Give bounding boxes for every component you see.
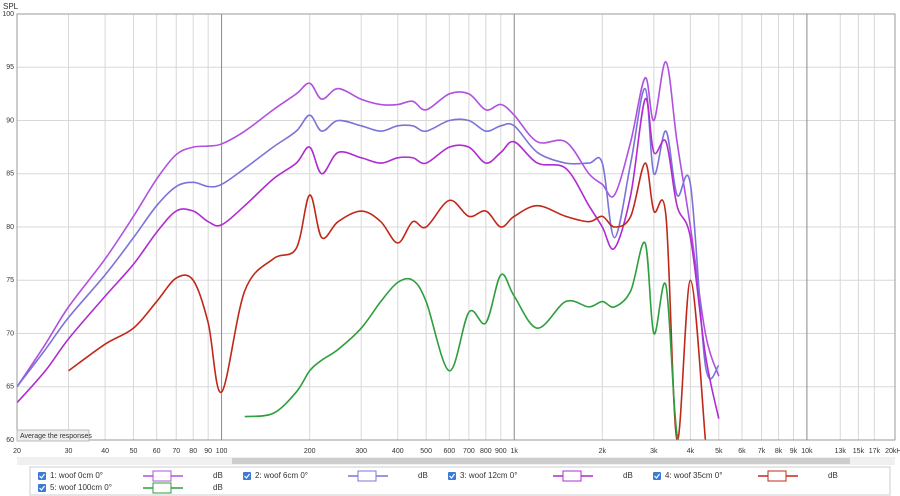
legend-check[interactable] xyxy=(449,473,455,479)
legend-unit: dB xyxy=(213,471,223,480)
legend-check[interactable] xyxy=(244,473,250,479)
x-tick-label: 3k xyxy=(650,448,658,455)
legend-unit: dB xyxy=(828,471,838,480)
trace xyxy=(17,98,720,419)
legend-label: 5: woof 100cm 0° xyxy=(50,483,112,492)
average-button[interactable]: Average the responses xyxy=(16,429,92,442)
legend-icon xyxy=(152,470,172,482)
y-tick-label: 85 xyxy=(6,171,14,178)
x-tick-label: 20 xyxy=(13,448,21,455)
x-tick-label: 700 xyxy=(463,448,475,455)
x-tick-label: 60 xyxy=(153,448,161,455)
x-tick-label: 13k xyxy=(835,448,847,455)
x-tick-label: 800 xyxy=(480,448,492,455)
x-tick-label: 80 xyxy=(189,448,197,455)
y-tick-label: 80 xyxy=(6,224,14,231)
x-tick-label: 17k xyxy=(869,448,881,455)
x-tick-label: 900 xyxy=(495,448,507,455)
button-label[interactable]: Average the responses xyxy=(20,433,92,440)
x-tick-label: 2k xyxy=(599,448,607,455)
traces xyxy=(17,61,720,440)
trace xyxy=(244,241,692,440)
legend-unit: dB xyxy=(623,471,633,480)
legend-check[interactable] xyxy=(39,473,45,479)
y-tick-label: 90 xyxy=(6,117,14,124)
x-tick-label: 40 xyxy=(101,448,109,455)
legend-check[interactable] xyxy=(39,485,45,491)
legend-check[interactable] xyxy=(654,473,660,479)
x-tick-label: 8k xyxy=(775,448,783,455)
legend: 1: woof 0cm 0° dB 2: woof 6cm 0° dB 3: woof … xyxy=(38,470,838,494)
legend-entry[interactable]: 1: woof 0cm 0° dB xyxy=(38,470,223,482)
legend-icon xyxy=(562,470,582,482)
labels: 60 65 70 75 80 85 90 95 100 20 30 40 50 60 70 80 90 100 20… xyxy=(2,11,900,455)
x-tick-label: 30 xyxy=(65,448,73,455)
trace xyxy=(68,162,707,440)
y-axis-label: SPL xyxy=(3,2,19,11)
x-tick-label: 20kHz xyxy=(885,448,900,455)
legend-entry[interactable]: 5: woof 100cm 0° dB xyxy=(38,482,223,494)
y-tick-label: 70 xyxy=(6,330,14,337)
legend-entry[interactable]: 3: woof 12cm 0° dB xyxy=(448,470,633,482)
scroll-thumb[interactable] xyxy=(232,458,850,464)
x-tick-label: 50 xyxy=(130,448,138,455)
x-tick-label: 5k xyxy=(715,448,723,455)
legend-checkbox[interactable] xyxy=(243,472,251,480)
grid xyxy=(16,13,896,441)
x-tick-label: 70 xyxy=(172,448,180,455)
x-tick-label: 10k xyxy=(801,448,813,455)
x-tick-label: 9k xyxy=(790,448,798,455)
button-face[interactable] xyxy=(16,429,90,442)
x-tick-label: 200 xyxy=(304,448,316,455)
x-tick-label: 100 xyxy=(216,448,228,455)
legend-icon xyxy=(767,470,787,482)
y-tick-label: 60 xyxy=(6,437,14,444)
x-tick-label: 600 xyxy=(443,448,455,455)
x-tick-label: 90 xyxy=(204,448,212,455)
x-tick-label: 7k xyxy=(758,448,766,455)
y-tick-label: 100 xyxy=(2,11,14,18)
legend-unit: dB xyxy=(418,471,428,480)
legend-entry[interactable]: 4: woof 35cm 0° dB xyxy=(653,470,838,482)
x-tick-label: 500 xyxy=(420,448,432,455)
legend-checkbox[interactable] xyxy=(38,472,46,480)
scrollbar[interactable] xyxy=(17,457,895,465)
legend-entry[interactable]: 2: woof 6cm 0° dB xyxy=(243,470,428,482)
y-tick-label: 95 xyxy=(6,64,14,71)
legend-label: 1: woof 0cm 0° xyxy=(50,471,103,480)
x-tick-label: 6k xyxy=(738,448,746,455)
legend-checkbox[interactable] xyxy=(38,484,46,492)
legend-label: 2: woof 6cm 0° xyxy=(255,471,308,480)
plot-frame xyxy=(16,13,896,441)
x-tick-label: 400 xyxy=(392,448,404,455)
legend-icon xyxy=(152,482,172,494)
legend-checkbox[interactable] xyxy=(448,472,456,480)
x-tick-label: 1k xyxy=(511,448,519,455)
y-tick-label: 65 xyxy=(6,384,14,391)
legend-label: 4: woof 35cm 0° xyxy=(665,471,722,480)
legend-label: 3: woof 12cm 0° xyxy=(460,471,517,480)
trace xyxy=(17,61,720,388)
legend-icon xyxy=(357,470,377,482)
x-tick-label: 300 xyxy=(355,448,367,455)
legend-checkbox[interactable] xyxy=(653,472,661,480)
x-tick-label: 15k xyxy=(853,448,865,455)
legend-unit: dB xyxy=(213,483,223,492)
x-tick-label: 4k xyxy=(687,448,695,455)
trace xyxy=(17,87,720,388)
legend-box xyxy=(29,466,891,496)
y-tick-label: 75 xyxy=(6,277,14,284)
